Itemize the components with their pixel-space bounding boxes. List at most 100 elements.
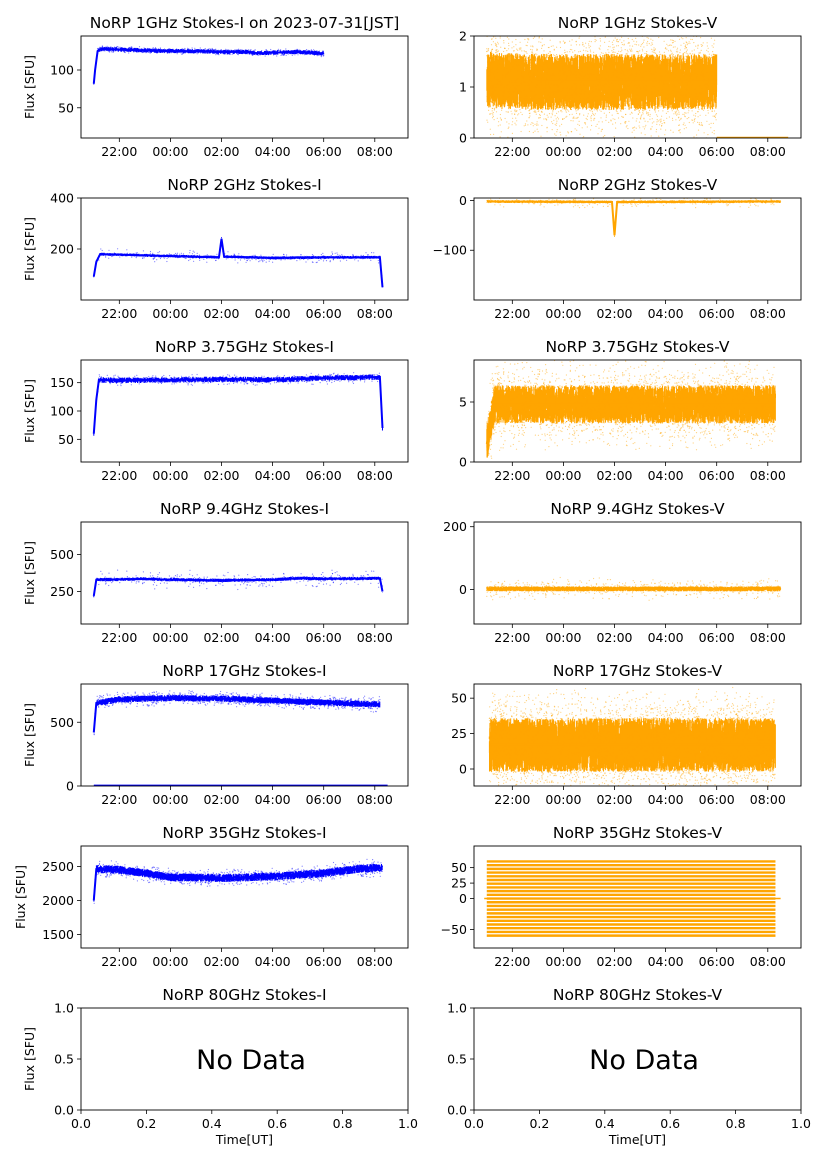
data-point — [595, 396, 598, 398]
data-point — [218, 377, 220, 379]
data-point — [491, 457, 493, 459]
data-point — [110, 46, 112, 48]
data-point — [678, 33, 679, 34]
data-point — [493, 398, 495, 400]
data-point — [263, 375, 265, 377]
data-point — [744, 373, 746, 375]
data-point — [712, 99, 714, 101]
data-point — [187, 254, 189, 256]
data-point — [636, 386, 638, 388]
data-point — [544, 449, 546, 451]
data-point — [280, 54, 282, 56]
data-point — [495, 45, 497, 47]
data-point — [98, 374, 100, 376]
data-point — [671, 39, 673, 41]
data-point — [674, 421, 676, 423]
data-point — [621, 81, 623, 83]
data-point — [526, 38, 529, 40]
data-point — [192, 250, 194, 252]
data-point — [639, 383, 641, 385]
data-point — [113, 252, 115, 254]
data-point — [496, 103, 498, 105]
data-point — [729, 387, 731, 389]
data-point — [676, 49, 678, 51]
data-point — [607, 196, 608, 197]
data-point — [599, 95, 602, 97]
data-point — [196, 252, 198, 254]
data-point — [732, 200, 735, 202]
data-point — [560, 81, 563, 83]
data-point — [761, 420, 763, 423]
data-point — [187, 384, 189, 386]
data-point — [605, 53, 607, 55]
data-point — [582, 97, 585, 99]
data-point — [601, 69, 603, 71]
data-point — [685, 127, 687, 129]
data-point — [268, 260, 270, 262]
data-point — [112, 51, 114, 53]
data-point — [546, 131, 548, 133]
data-point — [755, 198, 758, 200]
data-point — [289, 52, 291, 54]
data-point — [520, 91, 522, 93]
y-tick-label: −100 — [433, 243, 467, 258]
data-point — [664, 100, 666, 102]
data-point — [568, 110, 570, 112]
data-point — [561, 111, 563, 113]
data-point — [526, 52, 528, 54]
data-point — [649, 115, 651, 117]
data-point — [633, 40, 635, 42]
data-point — [229, 53, 231, 55]
data-point — [682, 200, 684, 202]
data-point — [492, 114, 494, 116]
data-point — [592, 393, 594, 395]
data-point — [699, 103, 701, 105]
data-point — [645, 381, 647, 383]
data-point — [129, 49, 131, 51]
data-point — [586, 424, 588, 426]
data-point — [714, 62, 716, 64]
data-point — [558, 416, 560, 419]
data-point — [545, 108, 548, 110]
data-point — [507, 100, 509, 102]
data-point — [515, 88, 517, 90]
data-point — [561, 123, 563, 125]
data-point — [158, 251, 161, 253]
data-point — [504, 440, 506, 442]
data-point — [526, 412, 528, 414]
data-point — [602, 52, 604, 54]
data-point — [574, 97, 576, 99]
data-point — [515, 38, 517, 41]
data-point — [588, 107, 590, 109]
data-point — [661, 123, 663, 125]
data-point — [510, 59, 512, 62]
data-point — [684, 46, 687, 48]
data-point — [663, 51, 665, 54]
data-point — [639, 88, 641, 90]
data-point — [254, 384, 256, 386]
data-point — [97, 53, 99, 55]
data-point — [675, 51, 678, 53]
data-point — [597, 92, 599, 94]
data-point — [171, 48, 173, 51]
data-point — [674, 377, 676, 379]
data-point — [637, 100, 640, 102]
data-point — [575, 68, 577, 70]
data-point — [668, 439, 671, 441]
data-point — [515, 85, 518, 87]
data-point — [536, 123, 538, 125]
data-point — [197, 50, 200, 52]
data-point — [311, 254, 314, 256]
data-point — [715, 79, 718, 81]
data-point — [619, 409, 622, 411]
data-point — [156, 52, 158, 54]
data-point — [599, 79, 601, 81]
data-point — [701, 123, 703, 125]
data-point — [682, 76, 684, 78]
data-point — [630, 107, 632, 109]
data-point — [293, 375, 295, 377]
data-point — [738, 404, 740, 407]
data-point — [668, 76, 670, 78]
data-point — [509, 400, 511, 402]
